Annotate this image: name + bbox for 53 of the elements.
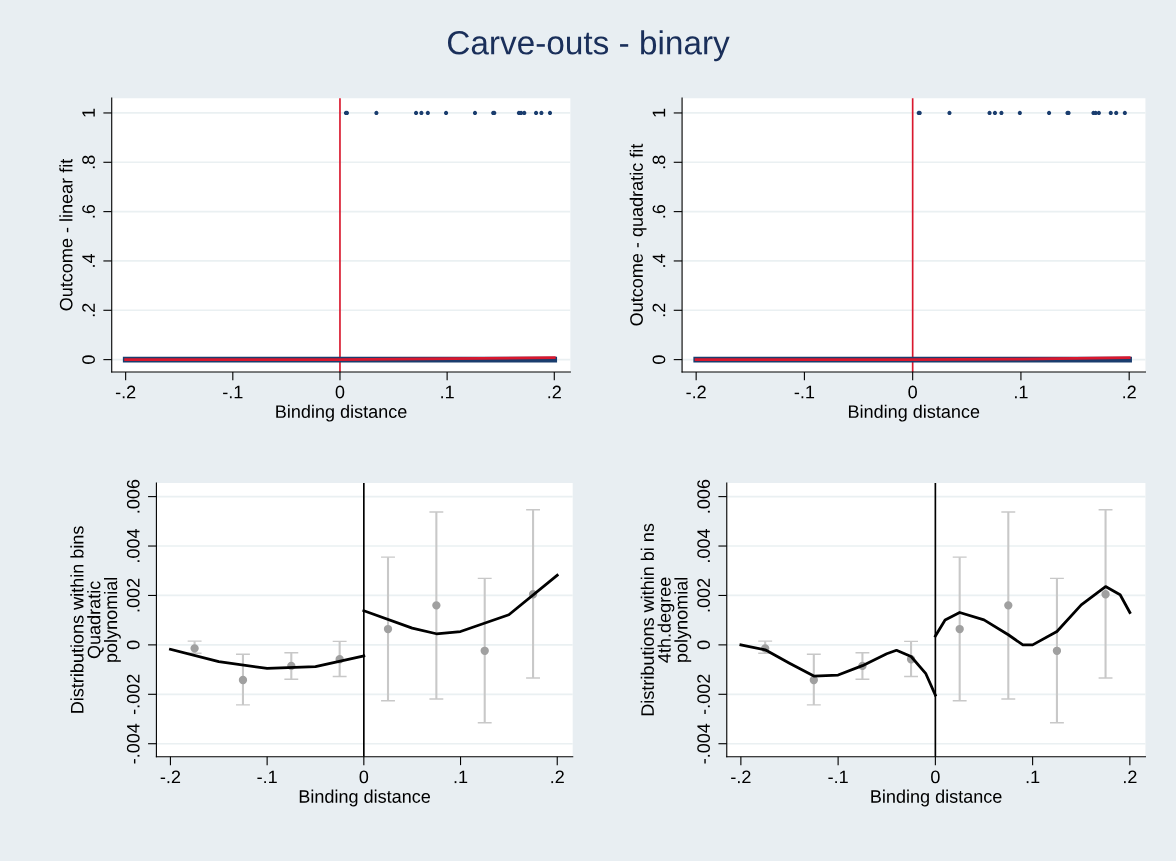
x-tick-label: -.1: [257, 770, 277, 784]
x-tick-label: -.2: [115, 385, 136, 399]
y-tick-label: 0: [82, 355, 95, 364]
y-axis-title: Distributions within bi ns 4th.degree polynomial: [640, 523, 692, 716]
x-tick-label: 0: [335, 385, 345, 399]
y-tick-label: .004: [126, 528, 140, 562]
y-axis-title: Outcome - linear fit: [59, 158, 73, 311]
y-tick-label: -.002: [126, 674, 140, 715]
y-axis-title: Distributions within bins Quadratic polynomial: [70, 526, 121, 713]
x-tick-label: .2: [551, 770, 564, 784]
x-tick-label: -.2: [160, 770, 181, 784]
chart-title: Carve-outs - binary: [447, 30, 730, 62]
y-tick-label: .002: [126, 578, 140, 612]
y-tick-label: -.004: [126, 723, 140, 764]
x-axis-title: Binding distance: [848, 404, 980, 422]
y-tick-label: .006: [126, 479, 140, 513]
x-axis-title: Binding distance: [276, 404, 407, 422]
y-tick-label: .4: [652, 253, 666, 267]
x-tick-label: -.1: [828, 770, 848, 784]
y-tick-label: -.002: [697, 674, 710, 715]
x-tick-label: .1: [1015, 385, 1028, 399]
x-tick-label: -.2: [731, 770, 751, 784]
x-tick-label: -.1: [223, 385, 243, 399]
y-tick-label: .006: [697, 479, 710, 513]
x-tick-label: .1: [454, 770, 468, 784]
x-tick-label: 0: [359, 770, 369, 784]
x-tick-label: 0: [908, 385, 917, 399]
x-tick-label: 0: [931, 770, 940, 784]
x-tick-label: .2: [1123, 385, 1136, 399]
y-tick-label: -.004: [697, 723, 710, 764]
y-tick-label: .8: [82, 155, 95, 169]
y-tick-label: .002: [697, 578, 710, 612]
x-tick-label: .1: [441, 385, 454, 399]
x-axis-title: Binding distance: [299, 789, 431, 807]
y-tick-label: 1: [652, 108, 666, 117]
x-tick-label: -.2: [686, 385, 706, 399]
y-tick-label: .6: [652, 204, 666, 218]
x-tick-label: -.1: [794, 385, 815, 399]
x-axis-title: Binding distance: [871, 789, 1002, 807]
y-axis-title: Outcome - quadratic fit: [629, 143, 647, 326]
y-tick-label: 1: [82, 108, 95, 117]
x-tick-label: .2: [548, 385, 561, 399]
y-tick-label: .2: [652, 303, 666, 317]
y-tick-label: .4: [82, 253, 95, 267]
y-tick-label: .6: [82, 204, 95, 218]
y-tick-label: 0: [697, 640, 710, 650]
y-tick-label: .004: [697, 528, 710, 562]
y-tick-label: .8: [652, 155, 666, 169]
y-tick-label: 0: [652, 355, 666, 364]
x-tick-label: .2: [1123, 770, 1137, 784]
y-tick-label: 0: [126, 640, 140, 650]
y-tick-label: .2: [82, 303, 95, 317]
x-tick-label: .1: [1026, 770, 1040, 784]
